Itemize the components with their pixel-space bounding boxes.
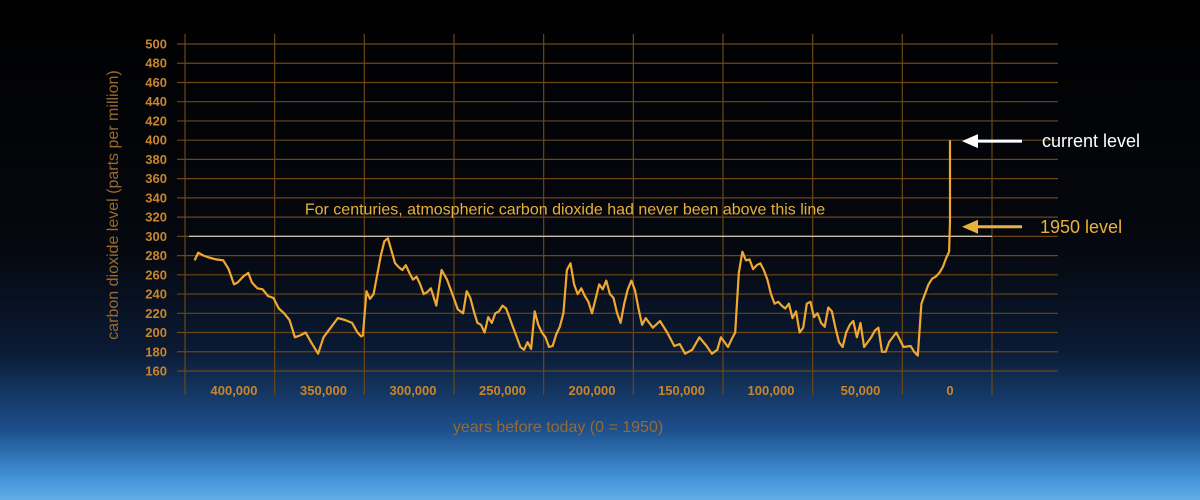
annotations: current level 1950 level (962, 131, 1140, 237)
co2-series-line (193, 140, 952, 357)
y-tick-label: 380 (145, 152, 167, 167)
y-tick-label: 200 (145, 325, 167, 340)
level-1950-arrowhead (962, 219, 978, 234)
y-tick-label: 300 (145, 229, 167, 244)
x-axis-ticks: 400,000 350,000 300,000 250,000 200,000 150,0… (211, 383, 954, 398)
y-tick-label: 240 (145, 287, 167, 302)
y-tick-label: 500 (145, 37, 167, 52)
y-tick-label: 420 (145, 113, 167, 128)
x-tick-label: 100,000 (748, 383, 795, 398)
x-tick-label: 200,000 (569, 383, 616, 398)
x-tick-label: 0 (946, 383, 953, 398)
x-tick-label: 300,000 (390, 383, 437, 398)
x-tick-label: 350,000 (300, 383, 347, 398)
x-tick-label: 150,000 (658, 383, 705, 398)
y-tick-label: 280 (145, 248, 167, 263)
x-tick-label: 50,000 (841, 383, 881, 398)
x-axis-label: years before today (0 = 1950) (453, 419, 663, 436)
current-level-label: current level (1042, 131, 1140, 151)
y-axis-label: carbon dioxide level (parts per million) (105, 70, 122, 339)
y-tick-label: 160 (145, 364, 167, 379)
reference-line-annotation: For centuries, atmospheric carbon dioxid… (305, 201, 825, 218)
current-level-arrowhead (962, 134, 978, 149)
y-tick-label: 480 (145, 56, 167, 71)
y-tick-label: 460 (145, 75, 167, 90)
y-tick-label: 180 (145, 344, 167, 359)
x-tick-label: 250,000 (479, 383, 526, 398)
x-tick-label: 400,000 (211, 383, 258, 398)
y-tick-label: 320 (145, 210, 167, 225)
y-axis-ticks: 160 180 200 220 240 260 280 300 320 340 360 380 400 4… (145, 37, 167, 379)
y-tick-label: 340 (145, 190, 167, 205)
y-tick-label: 440 (145, 94, 167, 109)
y-tick-label: 400 (145, 133, 167, 148)
y-tick-label: 260 (145, 267, 167, 282)
y-tick-label: 360 (145, 171, 167, 186)
y-tick-label: 220 (145, 306, 167, 321)
level-1950-label: 1950 level (1040, 217, 1122, 237)
